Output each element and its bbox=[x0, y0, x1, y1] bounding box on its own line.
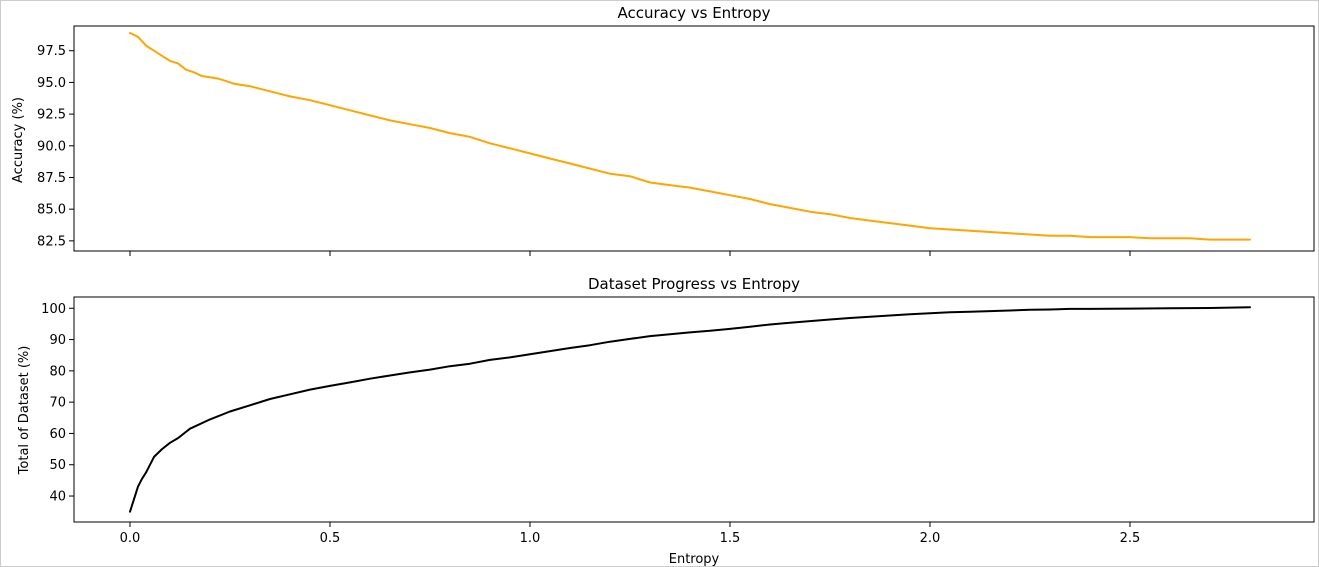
accuracy-y-tick-label: 92.5 bbox=[37, 108, 66, 123]
dataset-chart-title: Dataset Progress vs Entropy bbox=[588, 275, 800, 293]
dataset-x-tick-label: 2.0 bbox=[920, 531, 941, 546]
dataset-series-group bbox=[129, 306, 1251, 513]
dataset-chart: Dataset Progress vs Entropy Total of Dat… bbox=[17, 275, 1315, 567]
dataset-x-tick-label: 2.5 bbox=[1120, 531, 1141, 546]
dataset-y-tick-label: 60 bbox=[49, 427, 66, 442]
accuracy-plot-frame bbox=[73, 25, 1315, 252]
dataset-y-axis-label: Total of Dataset (%) bbox=[17, 346, 32, 476]
dataset-x-tick-label: 1.5 bbox=[720, 531, 741, 546]
accuracy-series-group bbox=[129, 32, 1251, 241]
dataset-x-tick-label: 0.5 bbox=[320, 531, 341, 546]
dataset-x-axis-label: Entropy bbox=[669, 552, 720, 567]
dataset-y-tick-label: 70 bbox=[49, 396, 66, 411]
dataset-x-tick-label: 0.0 bbox=[120, 531, 141, 546]
accuracy-chart-title: Accuracy vs Entropy bbox=[618, 4, 771, 22]
dataset-y-tick-label: 40 bbox=[49, 490, 66, 505]
accuracy-y-tick-label: 90.0 bbox=[37, 139, 66, 154]
accuracy-chart: Accuracy vs Entropy Accuracy (%) 82.5 85.… bbox=[11, 4, 1315, 256]
accuracy-y-tick-label: 82.5 bbox=[37, 234, 66, 249]
dataset-y-tick-label: 80 bbox=[49, 364, 66, 379]
dataset-series-line bbox=[129, 306, 1251, 513]
accuracy-ticks: 82.5 85.0 87.5 90.0 92.5 95.0 97.5 bbox=[37, 44, 1131, 256]
dataset-ticks: 0.0 0.5 1.0 1.5 2.0 2.5 40 50 60 70 80 90 100 bbox=[41, 302, 1140, 546]
accuracy-y-tick-label: 85.0 bbox=[37, 203, 66, 218]
dataset-plot-frame bbox=[73, 296, 1315, 523]
accuracy-y-tick-label: 95.0 bbox=[37, 76, 66, 91]
dataset-y-tick-label: 90 bbox=[49, 333, 66, 348]
accuracy-y-axis-label: Accuracy (%) bbox=[11, 97, 26, 183]
dataset-y-tick-label: 50 bbox=[49, 458, 66, 473]
dataset-x-tick-label: 1.0 bbox=[520, 531, 541, 546]
accuracy-y-tick-label: 87.5 bbox=[37, 171, 66, 186]
accuracy-y-tick-label: 97.5 bbox=[37, 44, 66, 59]
accuracy-series-line bbox=[129, 32, 1251, 241]
dataset-y-tick-label: 100 bbox=[41, 302, 66, 317]
